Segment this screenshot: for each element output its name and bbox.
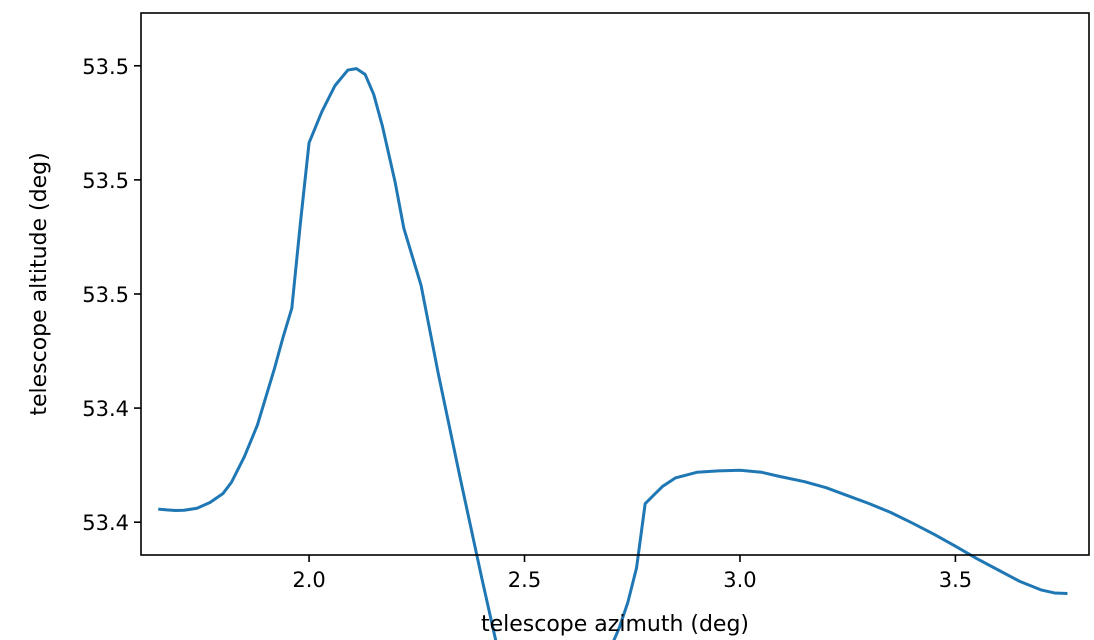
y-tick-label: 53.4 xyxy=(82,511,129,535)
x-tick-label: 3.0 xyxy=(723,568,756,592)
y-axis-ticks: 53.4 53.4 53.5 53.5 53.5 xyxy=(82,55,141,535)
x-tick-label: 3.5 xyxy=(939,568,972,592)
x-tick-label: 2.0 xyxy=(292,568,325,592)
y-tick-label: 53.5 xyxy=(82,283,129,307)
y-tick-label: 53.4 xyxy=(82,397,129,421)
x-tick-label: 2.5 xyxy=(508,568,541,592)
series-line-0 xyxy=(158,67,1068,640)
y-tick-label: 53.5 xyxy=(82,169,129,193)
y-tick-label: 53.5 xyxy=(82,55,129,79)
x-axis-ticks: 2.0 2.5 3.0 3.5 xyxy=(292,555,972,592)
y-axis-label: telescope altitude (deg) xyxy=(27,152,52,415)
plot-area xyxy=(158,67,1068,640)
x-axis-label: telescope azimuth (deg) xyxy=(481,612,749,637)
plot-frame xyxy=(140,12,1090,556)
